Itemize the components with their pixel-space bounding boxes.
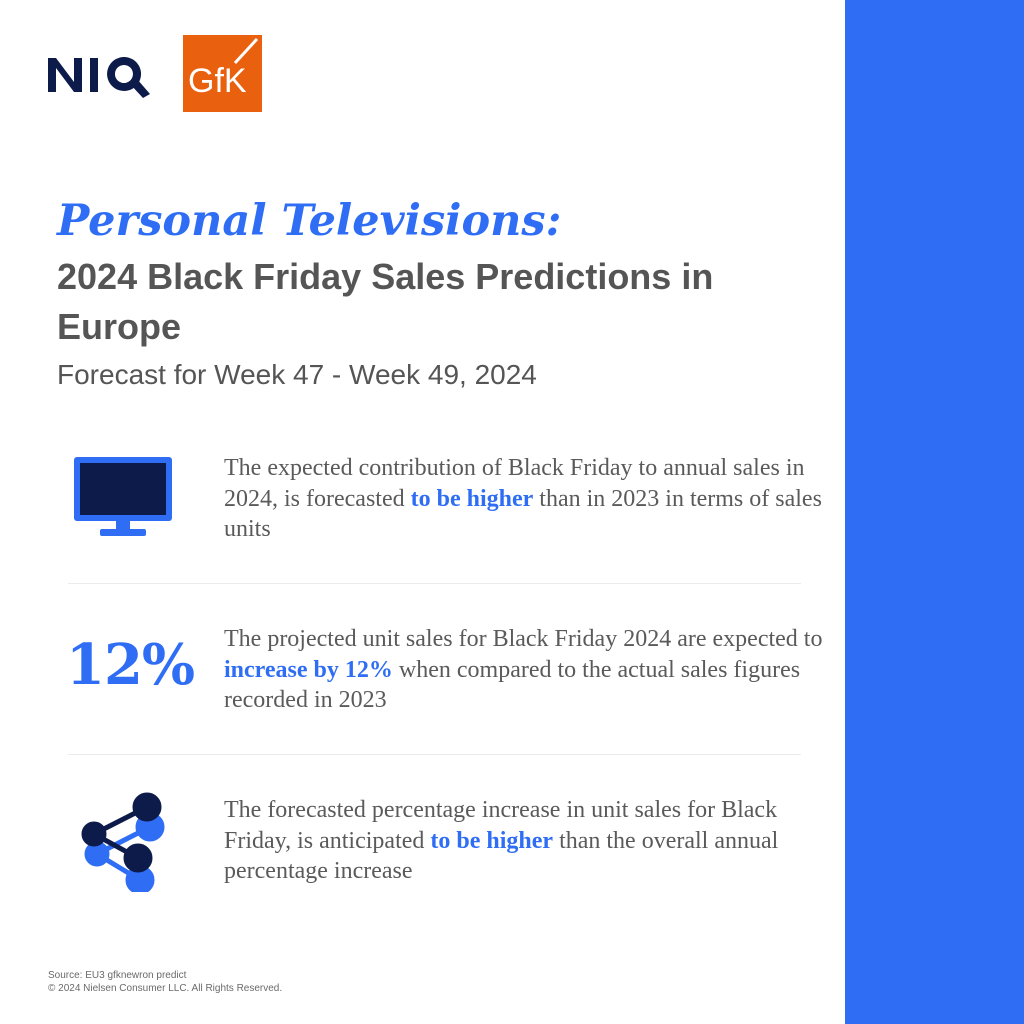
monitor-icon	[74, 457, 172, 536]
divider	[68, 754, 801, 755]
page-title: Personal Televisions:	[57, 196, 562, 246]
blue-side-band	[845, 0, 1024, 1024]
gfk-logo-text: GfK	[188, 62, 247, 100]
divider	[68, 583, 801, 584]
stat-3-highlight: to be higher	[430, 827, 554, 854]
stat-2-text: The projected unit sales for Black Frida…	[224, 626, 823, 713]
stat-1-text: The expected contribution of Black Frida…	[224, 455, 822, 542]
copyright-note: © 2024 Nielsen Consumer LLC. All Rights …	[48, 983, 283, 994]
forecast-period: Forecast for Week 47 - Week 49, 2024	[57, 359, 537, 390]
percent-figure: 12%	[66, 632, 195, 698]
page-subtitle: 2024 Black Friday Sales Predictions in E…	[57, 256, 714, 347]
stat-2-highlight: increase by 12%	[224, 656, 393, 683]
gfk-logo: GfK	[183, 35, 262, 112]
source-note: Source: EU3 gfknewron predict	[48, 970, 187, 981]
stat-1-highlight: to be higher	[410, 485, 534, 512]
niq-logo	[48, 57, 150, 98]
stat-3-text: The forecasted percentage increase in un…	[224, 797, 779, 884]
footer-notes: Source: EU3 gfknewron predict © 2024 Niel…	[48, 969, 282, 995]
share-network-icon	[81, 792, 165, 892]
